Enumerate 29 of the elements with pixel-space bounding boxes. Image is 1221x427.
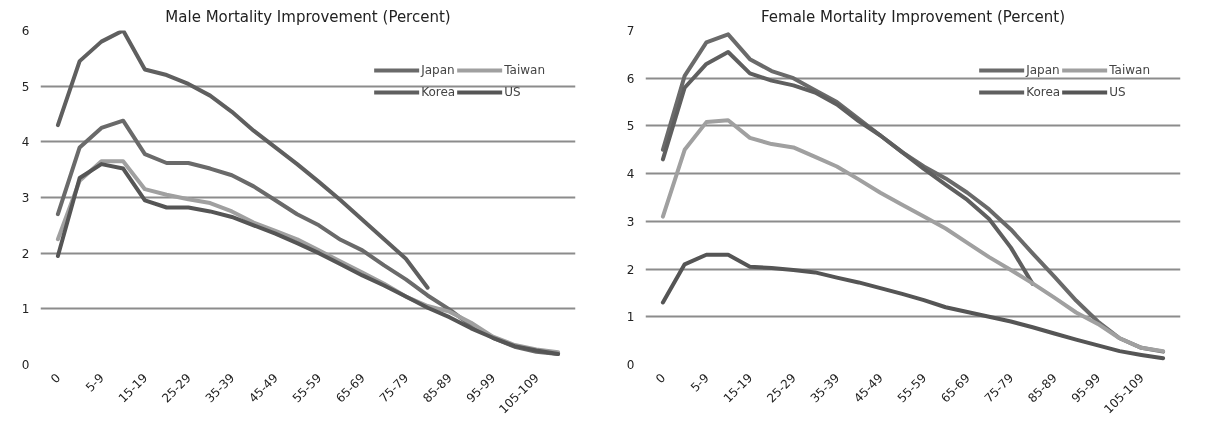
y-tick-label: 6 [21,24,30,38]
chart-title: Male Mortality Improvement (Percent) [165,7,451,26]
y-tick-label: 3 [21,191,30,205]
y-tick-label: 0 [626,358,635,372]
y-tick-label: 4 [21,135,30,150]
y-tick-label: 2 [626,262,635,277]
chart-title: Female Mortality Improvement (Percent) [760,7,1066,26]
y-tick-label: 4 [626,167,635,182]
x-tick-label: 5-9 [82,370,107,395]
y-tick-label: 2 [21,246,30,261]
y-tick-label: 3 [626,214,635,229]
y-tick-label: 1 [21,302,30,317]
y-tick-label: 1 [626,310,635,325]
x-tick-label: 0 [47,370,64,387]
legend-label: Korea [421,85,456,99]
legend-label: Korea [1026,85,1061,99]
legend-label: Taiwan [504,63,545,77]
y-tick-label: 7 [626,24,635,38]
legend-label: US [504,85,522,99]
legend-label: Taiwan [1109,63,1150,77]
x-tick-label: 5-9 [687,370,712,395]
legend-label: US [1109,85,1127,99]
legend-label: Japan [421,63,455,77]
y-tick-label: 5 [626,119,635,134]
x-tick-label: 0 [652,370,669,387]
y-tick-label: 0 [21,358,30,372]
y-tick-label: 6 [626,71,635,86]
y-tick-label: 5 [21,79,30,94]
legend-label: Japan [1026,63,1060,77]
